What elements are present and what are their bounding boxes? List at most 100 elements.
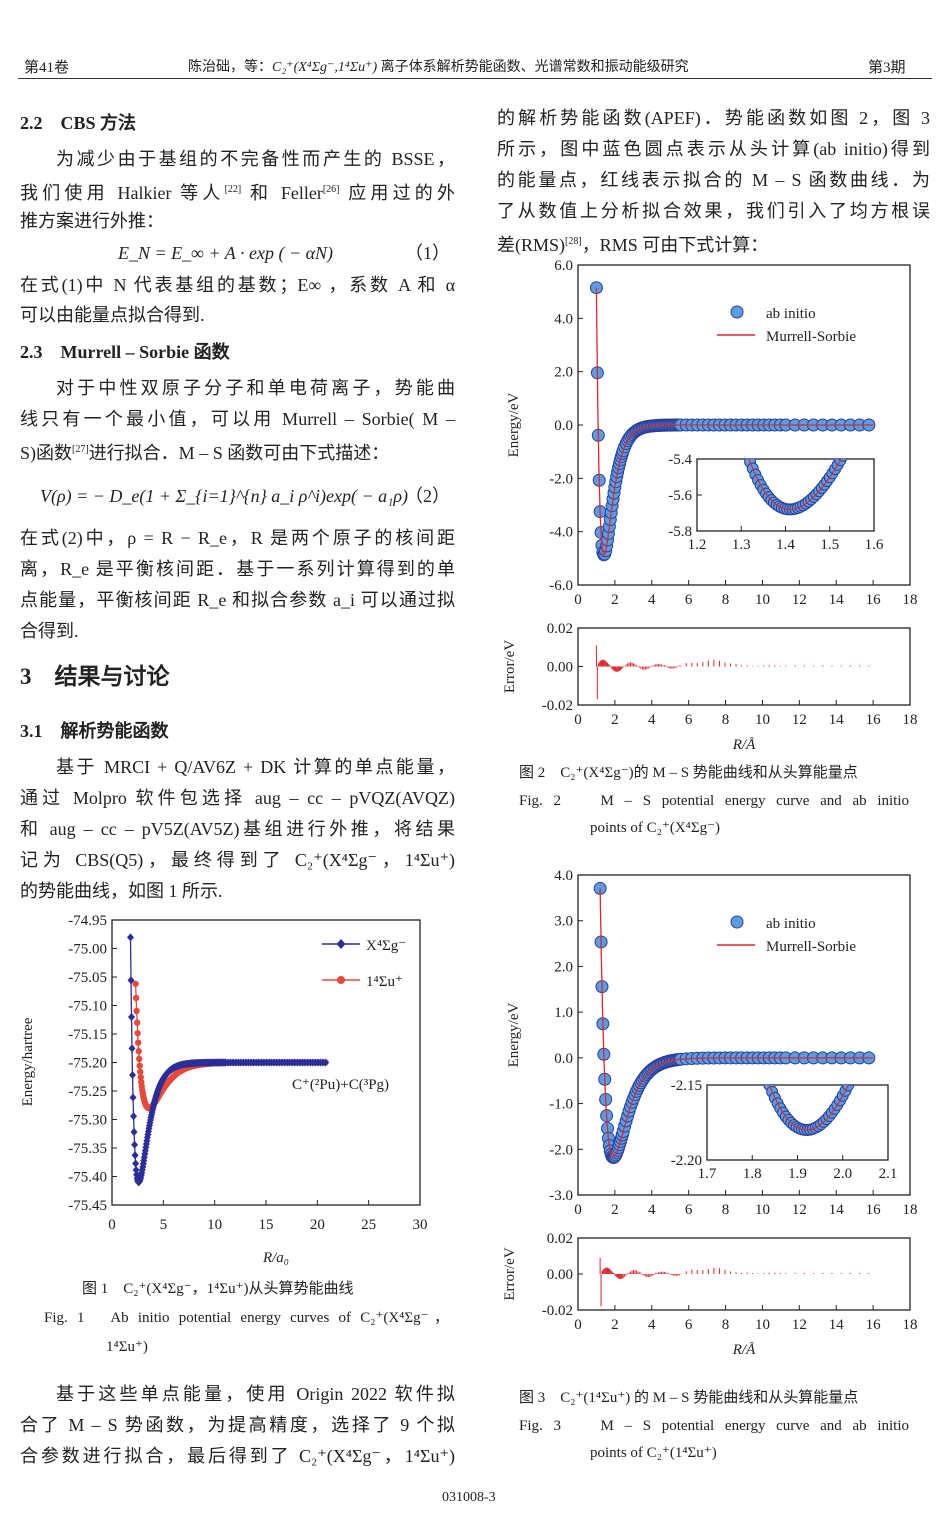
- x-tick-label: 2: [611, 1202, 619, 1218]
- y-tick-label: -5.6: [668, 488, 692, 504]
- x-tick-label: 8: [722, 1317, 730, 1333]
- x-tick-label: 6: [685, 592, 693, 608]
- x-tick-label: 1.2: [688, 537, 707, 553]
- inset-point: [875, 996, 886, 1007]
- inset-point: [745, 1016, 756, 1027]
- inset-point: [867, 391, 878, 402]
- inset-point: [734, 965, 745, 976]
- citation: [28]: [565, 236, 582, 247]
- y-tick-label: 3.0: [554, 914, 573, 930]
- inset-point: [712, 824, 723, 835]
- y-tick-label: -75.40: [68, 1170, 107, 1186]
- legend-label-murrell-sorbie: Murrell-Sorbie: [766, 329, 856, 345]
- x-tick-label: 18: [903, 1317, 918, 1333]
- text-span: 差(RMS): [497, 235, 566, 255]
- x-tick-label: 1.9: [788, 1166, 807, 1182]
- inset-point: [748, 1027, 759, 1038]
- inset-point: [726, 391, 737, 402]
- data-point-diamond: [127, 976, 135, 985]
- text-line: 的能量点，红线表示拟合的 M – S 函数曲线．为: [497, 170, 930, 190]
- legend-label-x4: X⁴Σg⁻: [366, 938, 406, 954]
- x-tick-label: 8: [722, 1202, 730, 1218]
- y-tick-label: 4.0: [554, 868, 573, 884]
- data-point-circle: [136, 1062, 143, 1069]
- x-tick-label: 1.7: [698, 1166, 717, 1182]
- data-point-circle: [137, 1068, 144, 1076]
- title-text: 离子体系解析势能函数、光谱常数和振动能级研究: [380, 60, 689, 75]
- x-tick-label: 4: [648, 592, 656, 608]
- x-tick-label: 0: [574, 592, 582, 608]
- fig2-caption-en-2: points of C₂⁺(X⁴Σg⁻): [590, 820, 721, 836]
- inset-point: [864, 1028, 875, 1039]
- legend-marker-circle: [337, 976, 345, 984]
- text-span: 应用过的外: [348, 183, 455, 203]
- fig3-caption-cn: 图 3 C₂⁺(1⁴Σu⁺) 的 M – S 势能曲线和从头算能量点: [519, 1390, 859, 1406]
- legend-label-ab-initio: ab initio: [766, 916, 816, 932]
- text-line: 推方案进行外推：: [20, 211, 164, 231]
- inset-point: [750, 1037, 761, 1048]
- x-tick-label: 1.5: [820, 537, 839, 553]
- y-tick-label: 2.0: [554, 959, 573, 975]
- data-point-circle: [134, 1029, 141, 1037]
- y-tick-label: -75.15: [68, 1027, 107, 1043]
- x-axis-label: R/a₀: [262, 1250, 289, 1266]
- y-tick-label: -2.0: [549, 1142, 573, 1158]
- x-axis-label: R/Å: [732, 1342, 756, 1358]
- inset-point: [718, 865, 729, 876]
- y-tick-label: -75.10: [68, 999, 107, 1015]
- x-tick-label: 10: [207, 1217, 222, 1233]
- inset-point: [881, 978, 892, 989]
- y-tick-label: 2.0: [554, 365, 573, 381]
- text-span: 进行拟合．M – S 函数可由下式描述：: [88, 443, 390, 463]
- error-y-axis-label: Error/eV: [502, 1247, 518, 1300]
- inset-point: [864, 397, 875, 408]
- text-span: 我们使用 Halkier 等人: [20, 183, 225, 203]
- text-line: 的势能曲线，如图 1 所示.: [20, 881, 223, 901]
- y-tick-label: -5.8: [668, 524, 692, 540]
- section-2-2: 2.2 CBS 方法: [20, 113, 137, 133]
- section-3: 3 结果与讨论: [20, 664, 170, 689]
- y-tick-label: -4.0: [549, 525, 573, 541]
- x-tick-label: 16: [866, 712, 882, 728]
- x-tick-label: 0: [574, 1317, 582, 1333]
- text-line: 在式(2)中，ρ = R − R_e，R 是两个原子的核间距: [20, 528, 455, 548]
- y-tick-label: 1.0: [554, 1005, 573, 1021]
- x-tick-label: 20: [310, 1217, 325, 1233]
- y-tick-label: -2.0: [549, 471, 573, 487]
- x-tick-label: 12: [792, 712, 807, 728]
- data-point-diamond: [131, 1140, 139, 1149]
- fig1-caption-en: Fig. 1 Ab initio potential energy curves…: [44, 1310, 449, 1326]
- data-point-diamond: [128, 1044, 136, 1053]
- y-tick-label: -3.0: [549, 1188, 573, 1204]
- inset-point: [699, 231, 710, 242]
- y-tick-label: -5.4: [668, 452, 692, 468]
- x-tick-label: 2: [611, 592, 619, 608]
- y-axis-label: Energy/hartree: [20, 1017, 36, 1106]
- y-tick-label: -75.05: [68, 970, 107, 986]
- dissociation-annotation: C⁺(²Pu)+C(³Pg): [292, 1077, 389, 1093]
- y-axis-label: Energy/eV: [506, 1002, 522, 1067]
- inset-curve: [748, 459, 842, 510]
- data-point-diamond: [128, 1012, 136, 1021]
- text-line: 对于中性双原子分子和单电荷离子，势能曲: [56, 378, 455, 398]
- data-point-diamond: [322, 1058, 330, 1067]
- inset-point: [842, 1085, 855, 1092]
- murrell-sorbie-curve: [595, 287, 874, 556]
- fig1-caption-en-2: 1⁴Σu⁺): [106, 1339, 148, 1355]
- y-tick-label: 0.0: [554, 1051, 573, 1067]
- y-tick-label: 0.00: [547, 1267, 573, 1283]
- inset-point: [867, 1020, 878, 1031]
- y-tick-label: 0.02: [547, 1231, 573, 1247]
- data-point-circle: [132, 980, 139, 987]
- text-line: 和 aug – cc – pV5Z(AV5Z)基组进行外推，将结果: [20, 819, 455, 839]
- inset-point: [697, 209, 708, 220]
- legend-marker-ab-initio: [730, 305, 744, 319]
- inset-point: [845, 435, 856, 446]
- x-tick-label: 0: [108, 1217, 116, 1233]
- inset-point: [721, 883, 732, 894]
- inset-point: [838, 459, 849, 462]
- x-tick-label: 18: [903, 592, 918, 608]
- text-line: 通过 Molpro 软件包选择 aug – cc – pVQZ(AVQZ): [20, 788, 455, 808]
- data-point-circle: [133, 1007, 140, 1015]
- y-tick-label: -0.02: [542, 698, 573, 714]
